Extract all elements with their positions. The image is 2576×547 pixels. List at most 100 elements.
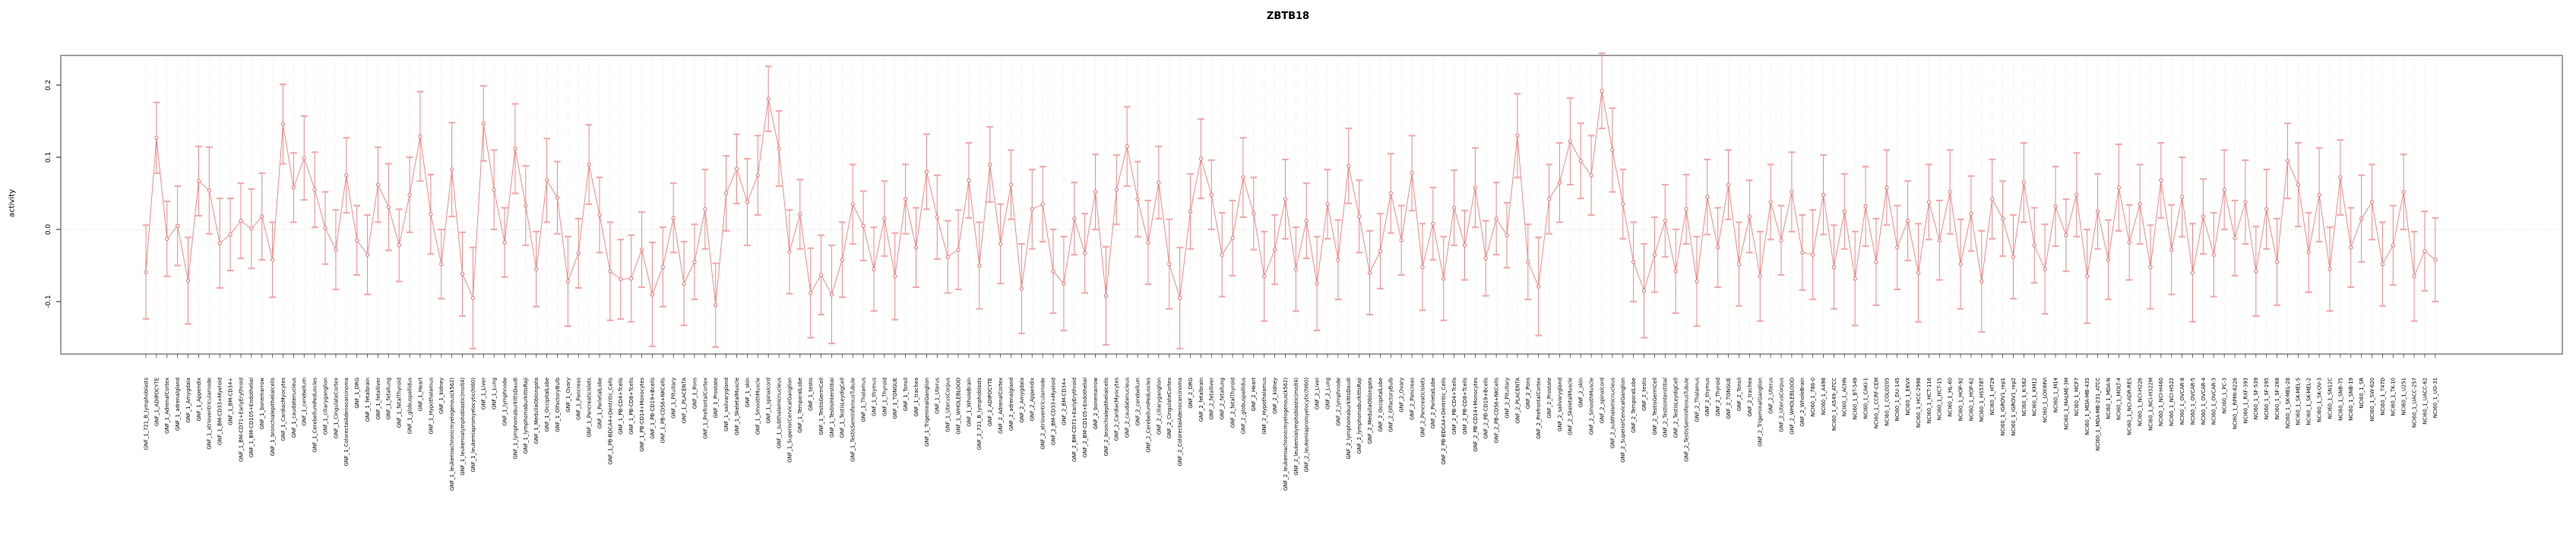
data-point-marker [302, 156, 306, 160]
x-axis-label: GNF_2_ColorectalAdenocarcinoma [1177, 378, 1183, 466]
data-point-marker [1209, 192, 1214, 197]
data-point-marker [1051, 269, 1055, 274]
x-axis-label: GNF_1_OccipitalLobe [544, 378, 550, 432]
data-point-marker [2106, 258, 2111, 262]
data-point-marker [2021, 180, 2026, 185]
x-axis-label: NCI60_1_SK-MEL-5 [2296, 378, 2302, 425]
data-point-marker [660, 264, 665, 269]
x-axis-label: NCI60_1_SF-539 [2253, 378, 2259, 419]
data-point-marker [154, 135, 159, 140]
x-axis-label: GNF_1_salivarygland [723, 378, 729, 432]
data-point-marker [587, 162, 591, 167]
x-axis-label: GNF_1_PB-BDCA4+Dentritic_Cells [607, 378, 613, 465]
data-point-marker [2169, 248, 2174, 252]
x-axis-label: GNF_1_Ovary [565, 378, 571, 413]
data-point-marker [1589, 173, 1593, 178]
x-axis-label: GNF_2_fetalliver [1209, 378, 1215, 420]
data-point-marker [956, 248, 960, 252]
data-point-marker [1515, 133, 1520, 138]
data-point-marker [2159, 178, 2163, 182]
data-point-marker [196, 179, 201, 183]
data-point-marker [418, 134, 422, 139]
x-axis-label: NCI60_1_MDA-N [2106, 378, 2112, 419]
x-axis-label: GNF_2_leukemiapromyelocytic(hl60) [1304, 378, 1310, 473]
data-point-marker [439, 262, 444, 267]
data-point-marker [2243, 200, 2248, 204]
data-point-marker [176, 223, 180, 228]
x-axis-label: GNF_1_fetallung [386, 378, 392, 420]
data-point-marker [2306, 250, 2311, 255]
x-axis-label: NCI60_1_MOLT-4 [2116, 378, 2122, 420]
data-point-marker [1546, 197, 1552, 201]
data-point-marker [1736, 262, 1742, 267]
data-point-marker [2116, 185, 2121, 190]
x-axis-label: GNF_1_caudatenucleus [291, 378, 297, 438]
x-axis-label: GNF_2_TestisSeminiferousTubule [1683, 378, 1689, 462]
x-axis-label: GNF_1_DRG [354, 378, 360, 409]
data-point-marker [650, 292, 655, 297]
x-axis-label: GNF_1_TONGUE [892, 378, 898, 419]
x-axis-label: GNF_2_leukemialymphoblastic(molt4) [1293, 378, 1299, 476]
x-axis-label: GNF_2_OlfactoryBulb [1388, 378, 1394, 432]
x-axis-label: NCI60_1_NCI-H460 [2158, 378, 2164, 426]
data-point-marker [2138, 202, 2142, 207]
data-point-marker [1072, 217, 1077, 221]
data-point-marker [913, 245, 919, 250]
data-point-marker [703, 207, 707, 211]
x-axis-label: NCI60_1_SR [2359, 378, 2365, 409]
data-point-marker [260, 214, 264, 219]
x-axis-label: GNF_2_SmoothMuscle [1589, 378, 1595, 435]
x-axis-label: NCI60_1_786-0 [1810, 378, 1816, 416]
x-axis-label: GNF_1_Uterus [935, 378, 941, 414]
data-point-marker [144, 270, 148, 274]
data-point-marker [1062, 281, 1066, 286]
x-axis-label: NCI60_1_RXF-393 [2242, 378, 2248, 423]
x-axis-label: GNF_1_cerebellum [302, 378, 308, 426]
x-axis-label: NCI60_1_U251 [2401, 378, 2407, 416]
x-axis-label: GNF_2_adrenalgland [1008, 378, 1014, 431]
x-axis-label: NCI60_1_NCI-ADR-RES [2127, 378, 2133, 435]
data-point-marker [2064, 233, 2068, 238]
data-point-marker [629, 277, 634, 281]
data-point-marker [1610, 147, 1615, 153]
data-point-marker [2074, 192, 2079, 197]
x-axis-label: NCI60_1_MDA-MB-231_ATCC [2095, 378, 2101, 451]
data-point-marker [1916, 270, 1921, 275]
data-point-marker [692, 260, 697, 264]
data-point-marker [1505, 233, 1509, 238]
data-point-marker [1230, 236, 1235, 240]
data-point-marker [365, 252, 370, 257]
data-point-marker [2190, 270, 2195, 275]
data-point-marker [682, 281, 686, 286]
x-axis-label: GNF_2_PB-CD14+Monocytes [1473, 378, 1479, 452]
x-axis-label: GNF_1_kidney [438, 378, 445, 414]
x-axis-label: NCI60_1_NCI-H522 [2169, 378, 2175, 426]
x-axis-label: NCI60_1_ACHN [1842, 378, 1848, 416]
data-point-marker [1831, 264, 1837, 269]
x-axis-label: GNF_2_caudatenucleus [1125, 378, 1131, 438]
data-point-marker [850, 202, 855, 207]
x-axis-label: GNF_1_Lung [492, 378, 498, 409]
x-axis-label: GNF_1_thymus [871, 378, 877, 416]
data-point-marker [1040, 202, 1045, 207]
x-axis-label: GNF_1_testis [808, 378, 814, 411]
x-axis-label: GNF_1_Hypothalamus [428, 378, 434, 435]
data-point-marker [2043, 267, 2047, 271]
x-axis-label: GNF_2_skin [1578, 378, 1584, 407]
data-point-marker [1431, 221, 1435, 226]
data-point-marker [829, 292, 834, 297]
data-point-marker [2338, 175, 2343, 180]
x-axis-label: GNF_2_PLACENTA [1514, 378, 1521, 424]
data-point-marker [1008, 182, 1014, 187]
x-axis-label: NCI60_1_SNB-75 [2337, 378, 2343, 421]
data-point-marker [1146, 240, 1150, 245]
x-axis-label: GNF_1_PB-CD19+Bcells [650, 378, 656, 439]
x-axis-label: GNF_1_SuperiorCervicalGanglion [786, 378, 793, 463]
x-axis-label: GNF_1_PB-CD14+Monocytes [639, 378, 645, 452]
x-axis-label: GNF_1_Tonsil [903, 378, 909, 411]
data-point-marker [1125, 144, 1129, 149]
x-axis-label: GNF_1_TrigeminalGanglion [924, 378, 930, 447]
x-axis-label: GNF_1_fetalbrain [365, 378, 371, 422]
data-point-marker [2085, 274, 2090, 279]
